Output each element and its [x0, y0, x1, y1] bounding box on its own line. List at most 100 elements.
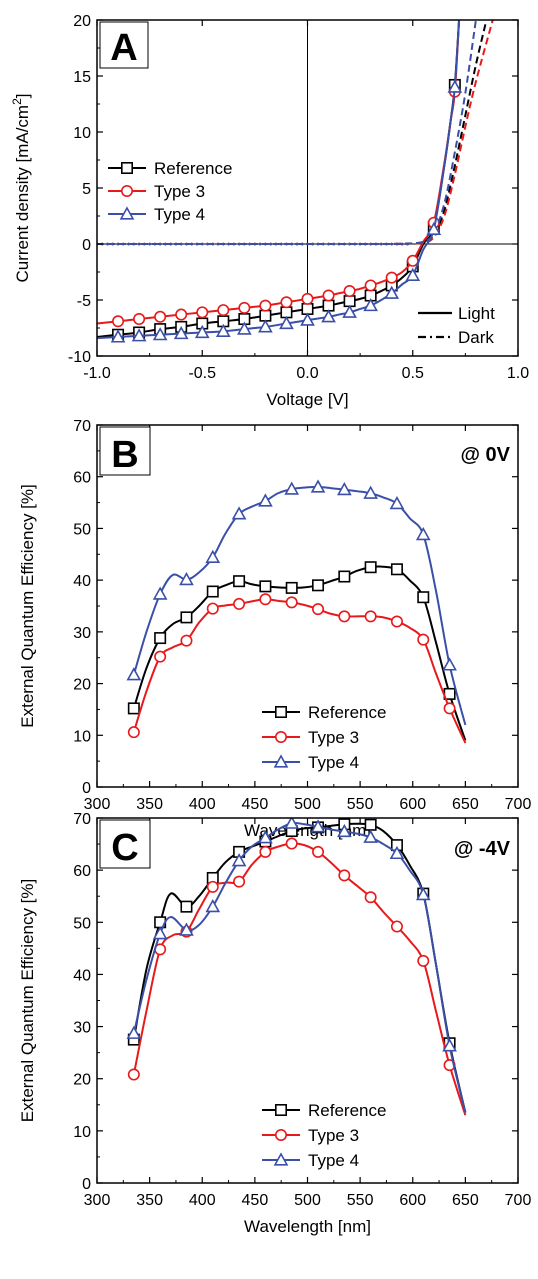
data-point	[238, 301, 251, 314]
data-point	[363, 485, 378, 499]
legend-marker	[274, 730, 287, 743]
dark-point	[269, 242, 272, 246]
x-tick-label: 0.0	[296, 365, 318, 382]
series-type-3	[127, 593, 467, 744]
data-point	[127, 1068, 140, 1081]
data-point	[131, 328, 147, 342]
legend: Reference Type 3 Type 4	[108, 159, 232, 224]
data-point	[417, 954, 430, 967]
dark-curve	[97, 20, 477, 246]
x-tick-label: 400	[189, 796, 216, 813]
data-point	[338, 570, 351, 583]
data-point	[364, 279, 377, 292]
plot-area	[97, 20, 494, 343]
y-tick-label: 10	[73, 728, 91, 745]
style-legend: Light Dark	[418, 304, 495, 347]
data-point	[206, 585, 219, 598]
dark-point	[264, 242, 267, 246]
data-point	[426, 221, 442, 236]
y-tick-label: 20	[73, 13, 91, 30]
legend-marker	[273, 754, 289, 768]
legend-marker	[274, 1129, 287, 1142]
data-point	[364, 891, 377, 904]
data-point	[154, 650, 167, 663]
data-point	[206, 880, 219, 893]
panel-c: 300 350 400 450 500 550 600 650 700 0 10 20 30 40 50 60…	[18, 811, 531, 1236]
data-point	[442, 657, 457, 671]
data-point	[205, 899, 221, 913]
series-line	[132, 822, 467, 1113]
dark-point	[190, 242, 194, 246]
x-tick-label: 450	[242, 796, 269, 813]
data-point	[179, 571, 194, 586]
dark-point	[132, 242, 136, 246]
data-point	[233, 597, 246, 610]
data-point	[280, 296, 293, 309]
dark-point	[306, 242, 309, 246]
x-axis-label: Wavelength [nm]	[244, 1217, 371, 1236]
dark-point	[290, 242, 294, 246]
dark-point	[116, 242, 120, 246]
y-axis-label-main: Current density [mA/cm	[13, 105, 32, 283]
x-tick-label: 0.5	[402, 365, 424, 382]
data-point	[415, 527, 431, 541]
y-tick-label: -10	[68, 349, 91, 366]
dark-point	[148, 242, 151, 246]
x-tick-label: 550	[347, 1192, 374, 1209]
data-point	[390, 563, 403, 576]
data-point	[127, 702, 140, 715]
x-tick-label: 650	[452, 796, 479, 813]
dark-point	[179, 242, 183, 246]
data-point	[310, 819, 326, 833]
data-point	[310, 479, 326, 493]
dark-point	[390, 242, 394, 246]
data-point	[285, 596, 298, 609]
data-point	[206, 602, 219, 615]
dark-point	[164, 242, 167, 246]
dark-point	[174, 242, 178, 246]
data-point	[237, 321, 252, 335]
dark-point	[237, 242, 241, 246]
data-point	[127, 726, 140, 739]
data-point	[284, 818, 300, 829]
data-point	[259, 593, 272, 606]
data-point	[126, 667, 142, 681]
y-tick-label: 50	[73, 521, 91, 538]
data-point	[152, 926, 168, 940]
dark-point	[248, 242, 251, 246]
data-point	[321, 309, 336, 323]
data-point	[417, 591, 430, 604]
x-tick-label: 500	[294, 1192, 321, 1209]
legend-marker	[121, 162, 134, 175]
data-point	[312, 845, 325, 858]
x-tick-label: 600	[399, 796, 426, 813]
y-tick-label: 0	[82, 780, 91, 797]
series-line	[132, 565, 467, 741]
dark-point	[222, 242, 225, 246]
panel-letter-box	[99, 819, 151, 869]
dark-point	[358, 242, 362, 246]
data-point	[279, 315, 294, 330]
x-tick-label: 650	[452, 1192, 479, 1209]
data-point	[406, 254, 419, 267]
dark-point	[158, 242, 162, 246]
panel-letter: B	[111, 434, 138, 476]
data-point	[338, 610, 351, 623]
data-point	[258, 493, 273, 507]
dark-point	[327, 242, 330, 246]
bias-annotation: @ -4V	[454, 838, 511, 860]
legend-marker	[119, 206, 135, 220]
legend-marker	[274, 705, 287, 718]
y-tick-label: 0	[82, 1176, 91, 1193]
dark-point	[348, 242, 351, 246]
y-tick-label: 20	[73, 677, 91, 694]
y-axis-label: External Quantum Efficiency [%]	[18, 879, 37, 1122]
data-point	[196, 306, 209, 319]
x-tick-label: 400	[189, 1192, 216, 1209]
dark-point	[285, 242, 288, 246]
data-point	[285, 581, 298, 594]
style-legend-label: Light	[458, 304, 495, 323]
data-point	[322, 289, 335, 302]
data-point	[363, 297, 378, 312]
dark-point	[374, 242, 378, 246]
